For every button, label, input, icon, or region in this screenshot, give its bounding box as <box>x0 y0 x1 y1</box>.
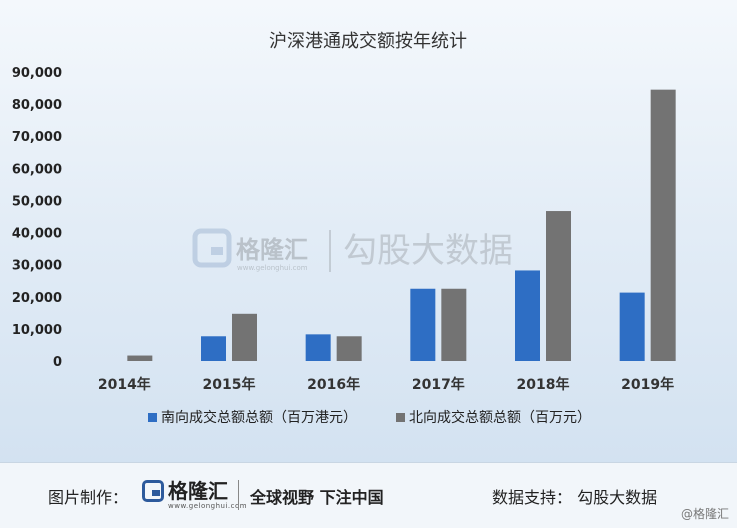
bar <box>441 288 467 361</box>
bar <box>232 313 257 361</box>
watermark-logo-mark <box>211 247 223 255</box>
y-axis: 0 10,000 20,000 30,000 40,000 50,000 60,000 70,… <box>12 66 62 370</box>
legend-swatch <box>148 413 157 422</box>
y-tick-label: 30,000 <box>12 259 62 274</box>
y-tick-label: 90,000 <box>12 66 62 81</box>
bar <box>515 270 540 361</box>
chart-panel <box>0 0 737 462</box>
legend: 南向成交总额总额（百万港元） 北向成交总额总额（百万元） <box>148 409 591 426</box>
y-tick-label: 0 <box>53 355 62 370</box>
legend-label: 南向成交总额总额（百万港元） <box>161 409 357 426</box>
footer-slogan: 全球视野 下注中国 <box>250 488 384 507</box>
watermark-data-brand: 勾股大数据 <box>343 231 513 271</box>
watermark-brand: 格隆汇 <box>236 236 308 264</box>
footer <box>0 462 737 528</box>
x-tick-label: 2015年 <box>203 376 256 393</box>
y-tick-label: 10,000 <box>12 323 62 338</box>
y-tick-label: 80,000 <box>12 98 62 113</box>
footer-watermark-mark: @格隆汇 <box>680 507 729 521</box>
y-tick-label: 40,000 <box>12 227 62 242</box>
bar <box>305 334 331 361</box>
footer-logo-url: www.gelonghui.com <box>168 502 248 510</box>
footer-logo: 格隆汇 www.gelonghui.com <box>142 479 247 510</box>
x-tick-label: 2016年 <box>307 376 360 393</box>
y-tick-label: 60,000 <box>12 162 62 177</box>
y-tick-label: 50,000 <box>12 194 62 209</box>
y-tick-label: 70,000 <box>12 130 62 145</box>
footer-support: 数据支持： 勾股大数据 <box>492 488 658 507</box>
bar <box>650 89 676 362</box>
footer-credit: 图片制作： <box>48 488 129 507</box>
bar <box>619 292 645 361</box>
bar <box>546 211 571 361</box>
chart: 沪深港通成交额按年统计 格隆汇 www.gelonghui.com 勾股大数据 … <box>0 0 737 462</box>
chart-title: 沪深港通成交额按年统计 <box>269 31 467 52</box>
legend-swatch <box>396 413 405 422</box>
bars <box>127 89 676 362</box>
footer-logo-text: 格隆汇 <box>168 479 228 503</box>
bar <box>410 288 436 361</box>
watermark: 格隆汇 www.gelonghui.com 勾股大数据 <box>192 228 513 272</box>
logo-icon <box>142 480 164 502</box>
x-axis: 2014年 2015年 2016年 2017年 2018年 2019年 <box>98 376 674 393</box>
watermark-brand-url: www.gelonghui.com <box>237 264 308 272</box>
bar <box>127 355 153 361</box>
watermark-logo-icon <box>192 228 232 268</box>
bar <box>201 336 226 361</box>
y-tick-label: 20,000 <box>12 291 62 306</box>
x-tick-label: 2017年 <box>412 376 465 393</box>
legend-label: 北向成交总额总额（百万元） <box>409 409 591 426</box>
footer-divider <box>238 480 239 510</box>
x-tick-label: 2018年 <box>517 376 570 393</box>
bar <box>336 336 362 361</box>
x-tick-label: 2014年 <box>98 376 151 393</box>
x-tick-label: 2019年 <box>621 376 674 393</box>
